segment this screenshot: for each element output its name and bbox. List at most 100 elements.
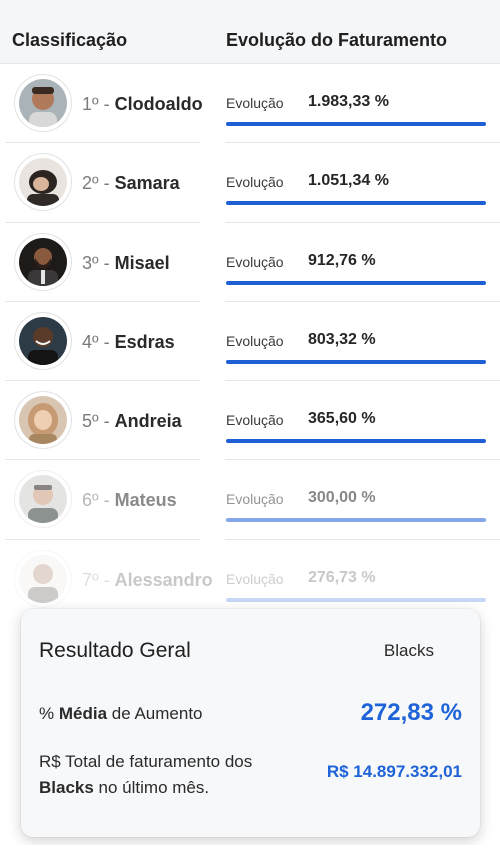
evolution-bar-fill (226, 122, 486, 126)
average-increase-value: 272,83 % (360, 699, 462, 726)
evolution-value: 300,00 % (308, 489, 376, 507)
classification-header: Classificação (12, 30, 128, 50)
rank-name: Misael (114, 252, 170, 273)
rank-position: 4º - (82, 331, 115, 352)
evolution-bar-fill (226, 280, 486, 285)
ranking-row[interactable]: 2º - Samara Evolução 1.051,34 % (0, 143, 500, 223)
rank-name: Mateus (114, 490, 177, 511)
ranking-row[interactable]: 4º - Esdras Evolução 803,32 % (0, 302, 500, 382)
evolution-value: 912,76 % (308, 251, 376, 269)
total-revenue-value: R$ 14.897.332,01 (326, 762, 462, 781)
row-divider (5, 300, 200, 302)
evolution-value: 803,32 % (308, 330, 376, 348)
avatar (14, 232, 72, 291)
rank-position: 2º - (82, 173, 115, 194)
avatar-photo (19, 316, 67, 365)
evolution-progress-bar (226, 439, 486, 444)
evolution-value: 276,73 % (308, 568, 376, 586)
evolution-label: Evolução (226, 253, 284, 270)
row-divider (225, 380, 500, 382)
evolution-bar-fill (226, 597, 486, 602)
evolution-bar-fill (226, 518, 486, 523)
summary-card: Resultado Geral Blacks % Média de Aument… (21, 609, 480, 837)
rank-name: Andreia (114, 411, 182, 432)
avatar-photo (19, 158, 67, 207)
ranking-row[interactable]: 3º - Misael Evolução 912,76 % (0, 223, 500, 302)
rank-name: Esdras (114, 331, 175, 352)
ranking-row[interactable]: 1º - Clodoaldo Evolução 1.983,33 % (0, 64, 500, 144)
total-line2-suffix: no último mês. (93, 778, 210, 797)
row-divider (225, 221, 500, 223)
rank-position: 6º - (82, 490, 115, 511)
rank-position: 7º - (82, 569, 115, 590)
evolution-value: 1.983,33 % (308, 93, 389, 110)
evolution-value: 365,60 % (308, 410, 376, 428)
avatar (14, 549, 72, 608)
rank-label: 2º - Samara (82, 173, 180, 194)
avatar-photo (19, 475, 67, 524)
avatar (14, 74, 72, 132)
row-divider (225, 538, 500, 540)
row-divider (5, 459, 200, 461)
rank-position: 1º - (82, 94, 115, 114)
total-revenue-label: R$ Total de faturamento dos Blacks no úl… (39, 749, 252, 801)
evolution-label: Evolução (226, 332, 284, 349)
rank-label: 4º - Esdras (82, 332, 175, 353)
row-divider (225, 300, 500, 302)
rank-position: 3º - (82, 252, 115, 273)
row-divider (5, 380, 200, 382)
rank-name: Samara (114, 173, 180, 194)
avatar-photo (19, 79, 67, 127)
average-increase-label: % Média de Aumento (39, 704, 203, 724)
total-line1: R$ Total de faturamento dos (39, 752, 253, 771)
rank-label: 1º - Clodoaldo (82, 94, 203, 115)
summary-title: Resultado Geral (39, 639, 191, 662)
rank-name: Alessandro (114, 569, 213, 590)
row-divider (225, 142, 500, 144)
rank-label: 6º - Mateus (82, 490, 177, 511)
ranking-list: 1º - Clodoaldo Evolução 1.983,33 % 2º - (0, 64, 500, 619)
row-divider (5, 142, 200, 144)
row-divider (5, 221, 200, 223)
bottom-spacer (0, 845, 500, 860)
evolution-bar-fill (226, 359, 486, 364)
avatar (14, 470, 72, 529)
avatar (14, 311, 72, 370)
rank-position: 5º - (82, 411, 115, 432)
evolution-progress-bar (226, 122, 486, 126)
ranking-row[interactable]: 6º - Mateus Evolução 300,00 % (0, 460, 500, 540)
rank-label: 5º - Andreia (82, 411, 182, 432)
evolution-label: Evolução (226, 570, 284, 587)
avatar-photo (19, 237, 67, 286)
evolution-label: Evolução (226, 412, 284, 429)
row-divider (5, 538, 200, 540)
revenue-evolution-header: Evolução do Faturamento (226, 30, 448, 50)
evolution-label: Evolução (226, 95, 284, 111)
rank-label: 7º - Alessandro (82, 570, 213, 591)
summary-group: Blacks (383, 641, 434, 660)
avg-suffix: de Aumento (107, 704, 203, 723)
total-bold: Blacks (39, 778, 94, 797)
evolution-label: Evolução (226, 491, 284, 508)
avg-bold: Média (58, 704, 108, 723)
avg-prefix: % (39, 704, 59, 723)
evolution-progress-bar (226, 597, 486, 602)
evolution-progress-bar (226, 280, 486, 285)
rank-name: Clodoaldo (114, 94, 203, 114)
row-divider (225, 459, 500, 461)
evolution-value: 1.051,34 % (308, 172, 389, 190)
evolution-progress-bar (226, 359, 486, 364)
avatar (14, 153, 72, 212)
evolution-label: Evolução (226, 174, 284, 191)
table-header: Classificação Evolução do Faturamento (0, 0, 500, 64)
rank-label: 3º - Misael (82, 253, 170, 274)
evolution-progress-bar (226, 201, 486, 206)
evolution-bar-fill (226, 201, 486, 206)
avatar (14, 391, 72, 450)
ranking-row[interactable]: 7º - Alessandro Evolução 276,73 % (0, 540, 500, 619)
ranking-row[interactable]: 5º - Andreia Evolução 365,60 % (0, 381, 500, 461)
evolution-progress-bar (226, 518, 486, 523)
avatar-photo (19, 396, 67, 445)
evolution-bar-fill (226, 439, 486, 444)
